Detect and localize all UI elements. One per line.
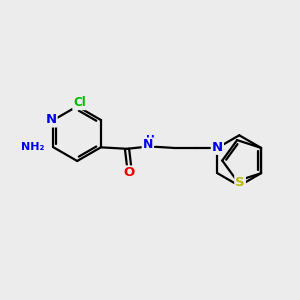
Text: O: O	[124, 167, 135, 179]
Text: H: H	[146, 135, 155, 145]
Text: N: N	[46, 113, 57, 127]
Text: Cl: Cl	[73, 96, 86, 109]
Text: S: S	[235, 176, 245, 189]
Text: N: N	[212, 141, 223, 154]
Text: N: N	[142, 138, 153, 152]
Text: NH₂: NH₂	[21, 142, 44, 152]
